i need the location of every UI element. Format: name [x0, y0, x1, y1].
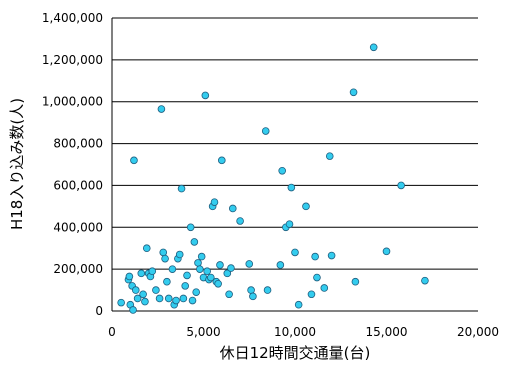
data-point: [325, 152, 334, 160]
data-point: [223, 269, 232, 278]
data-point: [291, 248, 299, 257]
data-point: [117, 298, 125, 307]
x-tick-label: 15,000: [366, 325, 408, 339]
data-point: [181, 282, 190, 290]
data-point: [168, 265, 177, 273]
data-point: [190, 238, 199, 246]
data-point: [287, 183, 296, 192]
data-point: [196, 265, 204, 273]
y-tick-label: 600,000: [53, 178, 103, 192]
data-point: [137, 269, 146, 278]
y-tick-label: 1,400,000: [42, 11, 103, 25]
data-point: [210, 198, 219, 206]
data-point: [183, 271, 191, 280]
data-point: [203, 267, 211, 276]
data-point: [228, 204, 237, 213]
data-point: [141, 297, 149, 306]
y-tick-label: 200,000: [53, 262, 103, 276]
y-tick-label: 1,000,000: [42, 95, 103, 109]
data-point: [397, 181, 405, 190]
data-point: [247, 286, 255, 294]
data-point: [192, 288, 200, 296]
data-point: [142, 244, 151, 253]
data-point: [148, 267, 157, 276]
x-tick-label: 5,000: [186, 325, 220, 339]
data-point: [349, 88, 358, 97]
data-point: [249, 292, 257, 301]
data-point: [263, 286, 272, 294]
data-point: [382, 247, 391, 256]
x-tick-label: 20,000: [457, 325, 499, 339]
data-point: [320, 284, 329, 292]
x-tick-label: 0: [108, 325, 116, 339]
data-point: [421, 276, 429, 285]
data-point: [163, 277, 171, 286]
y-tick-label: 800,000: [53, 137, 103, 151]
data-point: [155, 294, 164, 303]
y-tick-label: 400,000: [53, 220, 103, 234]
data-point: [201, 91, 210, 100]
data-point: [276, 261, 285, 269]
data-point: [278, 166, 286, 175]
data-point: [152, 286, 160, 294]
y-tick-label: 0: [95, 304, 103, 318]
data-point: [161, 254, 169, 263]
x-tick-labels: 0 5,000 10,000 15,000 20,000: [108, 325, 499, 339]
data-point: [236, 217, 244, 225]
data-point: [285, 220, 294, 228]
data-point: [294, 300, 303, 309]
data-point: [129, 306, 137, 314]
data-point: [164, 294, 173, 303]
x-axis-title: 休日12時間交通量(台): [220, 344, 371, 362]
y-tick-label: 1,200,000: [42, 53, 103, 67]
x-tick-label: 10,000: [274, 325, 316, 339]
data-point: [245, 260, 254, 268]
data-point: [194, 259, 202, 267]
data-point: [131, 286, 140, 294]
grid-lines: [111, 17, 478, 312]
data-point: [307, 290, 316, 299]
data-point: [313, 273, 321, 282]
data-point: [369, 43, 378, 52]
data-point: [188, 296, 197, 305]
data-point: [186, 223, 195, 232]
data-point: [216, 261, 224, 269]
data-point: [351, 277, 360, 286]
data-point: [327, 251, 336, 260]
data-point: [139, 290, 147, 299]
data-point: [179, 294, 188, 303]
data-point: [175, 250, 184, 259]
y-tick-labels: 0 200,000 400,000 600,000 800,000 1,000,000 1,…: [42, 11, 103, 318]
data-point: [227, 264, 235, 272]
data-point: [218, 156, 226, 165]
data-point: [261, 127, 270, 135]
data-point: [311, 252, 319, 261]
data-point: [157, 105, 166, 113]
data-point: [125, 272, 134, 281]
data-point: [159, 248, 168, 257]
data-point: [177, 184, 186, 193]
data-point: [302, 202, 310, 211]
data-points: [117, 43, 429, 314]
data-point: [172, 296, 180, 305]
data-point: [225, 290, 233, 299]
data-point: [130, 156, 138, 165]
data-point: [214, 279, 222, 288]
y-axis-title: H18入り込み数(人): [8, 98, 26, 230]
data-point: [133, 294, 142, 303]
data-point: [207, 273, 215, 282]
data-point: [197, 252, 206, 261]
